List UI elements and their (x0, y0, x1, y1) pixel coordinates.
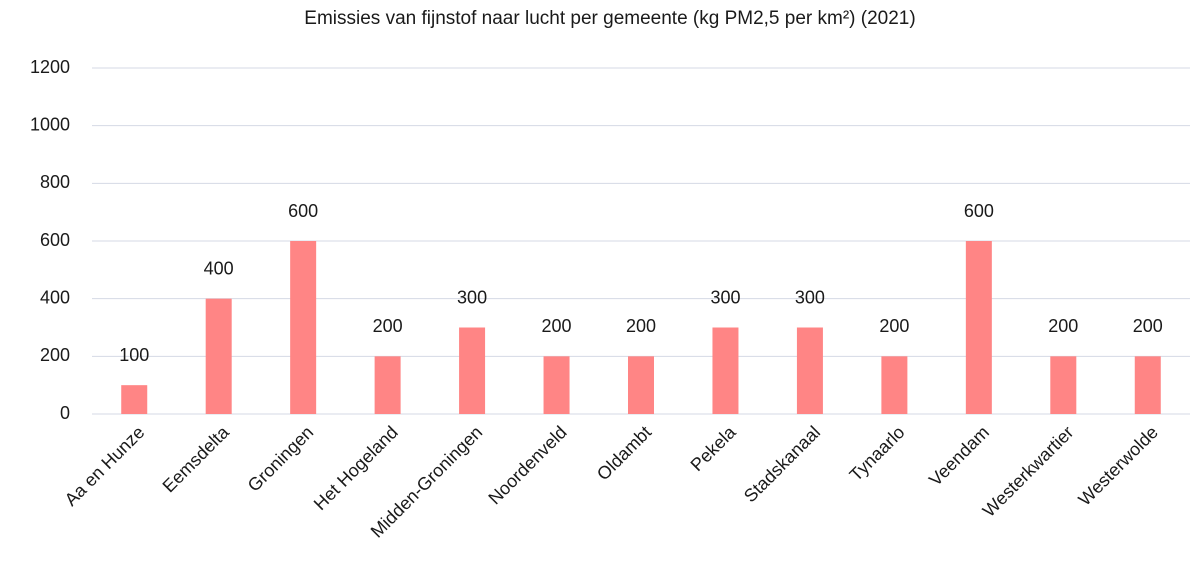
x-tick-label: Westerwolde (1074, 422, 1161, 509)
bar (121, 385, 148, 414)
bar (796, 327, 823, 414)
x-tick-label: Groningen (244, 422, 318, 496)
bar (1134, 356, 1161, 414)
bar (290, 241, 317, 414)
x-tick-label: Aa en Hunze (61, 422, 149, 510)
data-label: 300 (795, 287, 825, 307)
bar (881, 356, 908, 414)
data-label: 400 (204, 258, 234, 278)
data-label: 600 (288, 201, 318, 221)
data-label: 200 (542, 316, 572, 336)
data-label: 300 (457, 287, 487, 307)
x-tick-label: Tynaarlo (846, 422, 909, 485)
y-tick-label: 600 (40, 230, 70, 250)
bar (965, 241, 992, 414)
bar (628, 356, 654, 414)
x-tick-label: Het Hogeland (310, 422, 402, 514)
data-label: 200 (1048, 316, 1078, 336)
bar (712, 327, 739, 414)
data-label: 100 (119, 345, 149, 365)
bar (374, 356, 401, 414)
data-label: 600 (964, 201, 994, 221)
data-label: 200 (373, 316, 403, 336)
x-tick-label: Veendam (925, 422, 993, 490)
x-tick-label: Noordenveld (484, 422, 570, 508)
x-tick-label: Eemsdelta (159, 421, 234, 496)
data-label: 300 (710, 287, 740, 307)
x-tick-label: Westerkwartier (979, 422, 1078, 521)
data-label: 200 (879, 316, 909, 336)
y-tick-label: 1000 (30, 114, 70, 134)
y-tick-label: 0 (60, 403, 70, 423)
x-tick-label: Oldambt (593, 422, 655, 484)
chart-title: Emissies van fijnstof naar lucht per gem… (304, 8, 915, 29)
x-tick-label: Stadskanaal (740, 422, 824, 506)
y-tick-label: 200 (40, 345, 70, 365)
bar (543, 356, 570, 414)
data-label: 200 (1133, 316, 1163, 336)
bar (459, 327, 486, 414)
x-tick-label: Pekela (687, 421, 741, 475)
bar (205, 298, 232, 414)
y-tick-label: 400 (40, 287, 70, 307)
data-label: 200 (626, 316, 656, 336)
y-tick-label: 800 (40, 172, 70, 192)
bar (1050, 356, 1077, 414)
y-tick-label: 1200 (30, 57, 70, 77)
